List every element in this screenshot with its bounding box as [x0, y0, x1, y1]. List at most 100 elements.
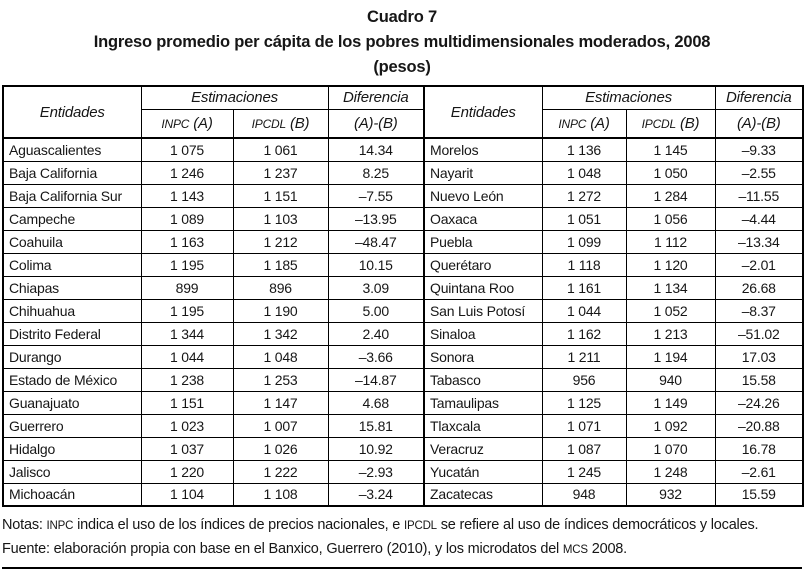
table-header: Entidades Estimaciones Diferencia Entida… — [2, 85, 804, 139]
ipcdl-value-cell: 1 120 — [625, 252, 716, 277]
state-name-cell: Quintana Roo — [423, 275, 543, 300]
column-header-ipcdl-right: IPCDL (B) — [625, 108, 716, 139]
table-row: Estado de México 1 238 1 253 –14.87 Tabasco 9… — [2, 367, 804, 392]
diferencia-value-cell: 8.25 — [327, 160, 425, 185]
inpc-value-cell: 1 151 — [140, 390, 234, 415]
diferencia-value-cell: 2.40 — [327, 321, 425, 346]
state-name-cell: Puebla — [423, 229, 543, 254]
state-name-cell: Tamaulipas — [423, 390, 543, 415]
state-name-cell: Sinaloa — [423, 321, 543, 346]
table-row: Chihuahua 1 195 1 190 5.00 San Luis Potosí 1 … — [2, 298, 804, 323]
diferencia-value-cell: –7.55 — [327, 183, 425, 208]
table-row: Guerrero 1 023 1 007 15.81 Tlaxcala 1 071 1 09… — [2, 413, 804, 438]
abbreviation: MCS — [562, 544, 588, 556]
inpc-value-cell: 1 195 — [140, 298, 234, 323]
inpc-value-cell: 1 238 — [140, 367, 234, 392]
diferencia-value-cell: –8.37 — [714, 298, 804, 323]
table-row: Michoacán 1 104 1 108 –3.24 Zacatecas 948 932 1… — [2, 482, 804, 507]
header-row-groups: Entidades Estimaciones Diferencia Entida… — [2, 85, 804, 139]
ipcdl-value-cell: 1 108 — [232, 482, 329, 507]
table-notes: Notas: INPC indica el uso de los índices… — [2, 514, 802, 562]
column-header-diferencia-right: Diferencia — [714, 85, 804, 110]
state-name-cell: Chiapas — [2, 275, 142, 300]
state-name-cell: Nuevo León — [423, 183, 543, 208]
diferencia-value-cell: 3.09 — [327, 275, 425, 300]
note-text: se refiere al uso de índices democrático… — [436, 517, 759, 533]
column-header-inpc-left: INPC (A) — [140, 108, 234, 139]
ipcdl-suffix: (B) — [289, 114, 310, 132]
state-name-cell: Michoacán — [2, 482, 142, 507]
inpc-abbr: INPC — [161, 116, 190, 131]
diferencia-value-cell: –3.24 — [327, 482, 425, 507]
state-name-cell: Tlaxcala — [423, 413, 543, 438]
inpc-value-cell: 1 162 — [541, 321, 627, 346]
table-row: Hidalgo 1 037 1 026 10.92 Veracruz 1 087 1 070… — [2, 436, 804, 461]
table-units: (pesos) — [373, 58, 431, 76]
table-row: Guanajuato 1 151 1 147 4.68 Tamaulipas 1 125 1… — [2, 390, 804, 415]
note-text: 2008. — [587, 541, 628, 557]
ipcdl-value-cell: 1 149 — [625, 390, 716, 415]
ipcdl-value-cell: 1 237 — [232, 160, 329, 185]
diferencia-value-cell: –9.33 — [714, 137, 804, 162]
ipcdl-value-cell: 932 — [625, 482, 716, 507]
inpc-value-cell: 1 125 — [541, 390, 627, 415]
inpc-abbr: INPC — [558, 116, 587, 131]
diferencia-value-cell: 5.00 — [327, 298, 425, 323]
state-name-cell: Veracruz — [423, 436, 543, 461]
state-name-cell: Baja California — [2, 160, 142, 185]
ipcdl-value-cell: 1 056 — [625, 206, 716, 231]
ipcdl-value-cell: 1 248 — [625, 459, 716, 484]
ipcdl-value-cell: 1 092 — [625, 413, 716, 438]
ipcdl-value-cell: 1 052 — [625, 298, 716, 323]
diferencia-value-cell: –4.44 — [714, 206, 804, 231]
inpc-value-cell: 1 211 — [541, 344, 627, 369]
inpc-value-cell: 1 071 — [541, 413, 627, 438]
inpc-value-cell: 948 — [541, 482, 627, 507]
ipcdl-value-cell: 1 212 — [232, 229, 329, 254]
column-header-dif-formula-left: (A)-(B) — [327, 108, 425, 139]
column-header-estimaciones-left: Estimaciones — [140, 85, 329, 110]
note-text: Notas: — [2, 517, 47, 533]
table-body: Aguascalientes 1 075 1 061 14.34 Morelos 1 13… — [2, 137, 804, 507]
ipcdl-value-cell: 1 213 — [625, 321, 716, 346]
diferencia-value-cell: 10.92 — [327, 436, 425, 461]
ipcdl-value-cell: 1 145 — [625, 137, 716, 162]
abbreviation: INPC — [46, 520, 74, 532]
inpc-value-cell: 899 — [140, 275, 234, 300]
state-name-cell: Durango — [2, 344, 142, 369]
table-row: Aguascalientes 1 075 1 061 14.34 Morelos 1 13… — [2, 137, 804, 162]
inpc-value-cell: 1 245 — [541, 459, 627, 484]
diferencia-value-cell: 10.15 — [327, 252, 425, 277]
ipcdl-abbr: IPCDL — [251, 116, 287, 131]
ipcdl-value-cell: 1 253 — [232, 367, 329, 392]
table-number-title: Cuadro 7 — [367, 8, 437, 26]
diferencia-value-cell: –2.93 — [327, 459, 425, 484]
inpc-value-cell: 1 051 — [541, 206, 627, 231]
ipcdl-value-cell: 1 061 — [232, 137, 329, 162]
inpc-value-cell: 1 044 — [541, 298, 627, 323]
inpc-value-cell: 956 — [541, 367, 627, 392]
ipcdl-value-cell: 1 134 — [625, 275, 716, 300]
notes-line: Notas: INPC indica el uso de los índices… — [2, 514, 802, 538]
ipcdl-value-cell: 1 151 — [232, 183, 329, 208]
ipcdl-value-cell: 1 222 — [232, 459, 329, 484]
diferencia-value-cell: 15.59 — [714, 482, 804, 507]
table-row: Baja California Sur 1 143 1 151 –7.55 Nuevo … — [2, 183, 804, 208]
state-name-cell: Guanajuato — [2, 390, 142, 415]
diferencia-value-cell: –51.02 — [714, 321, 804, 346]
column-header-inpc-right: INPC (A) — [541, 108, 627, 139]
diferencia-value-cell: –13.95 — [327, 206, 425, 231]
ipcdl-value-cell: 940 — [625, 367, 716, 392]
column-header-ipcdl-left: IPCDL (B) — [232, 108, 329, 139]
state-name-cell: Baja California Sur — [2, 183, 142, 208]
state-name-cell: San Luis Potosí — [423, 298, 543, 323]
diferencia-value-cell: 14.34 — [327, 137, 425, 162]
state-name-cell: Querétaro — [423, 252, 543, 277]
state-name-cell: Morelos — [423, 137, 543, 162]
state-name-cell: Sonora — [423, 344, 543, 369]
diferencia-value-cell: 26.68 — [714, 275, 804, 300]
table-row: Chiapas 899 896 3.09 Quintana Roo 1 161 1 134 2… — [2, 275, 804, 300]
inpc-value-cell: 1 099 — [541, 229, 627, 254]
note-text: Fuente: elaboración propia con base en e… — [2, 541, 563, 557]
